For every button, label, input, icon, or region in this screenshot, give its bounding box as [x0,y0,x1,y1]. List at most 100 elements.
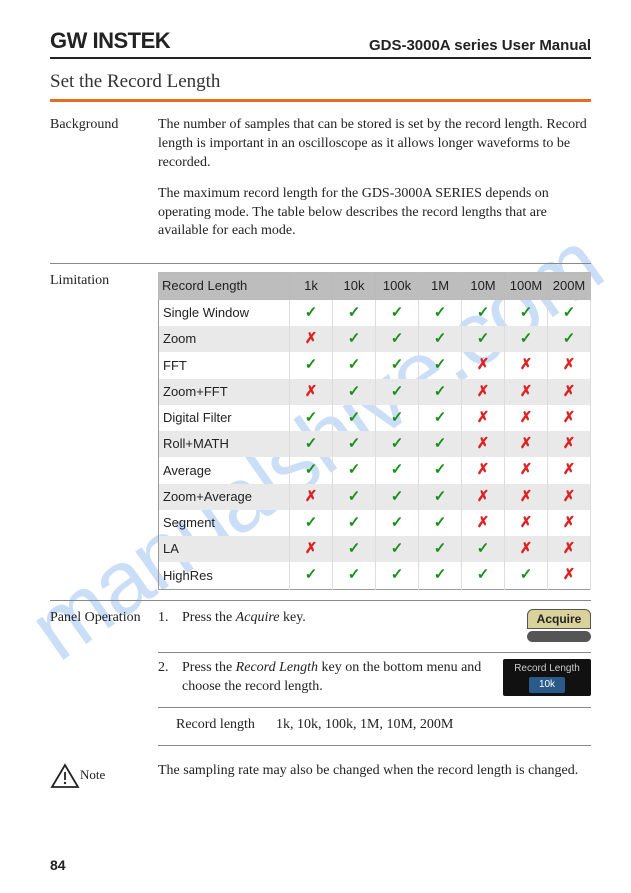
table-row: Roll+MATH✓✓✓✓✗✗✗ [159,431,591,457]
table-row: Average✓✓✓✓✗✗✗ [159,457,591,483]
table-header-col: 1k [290,273,333,300]
check-icon: ✓ [376,431,419,457]
check-icon: ✓ [376,510,419,536]
table-row: Segment✓✓✓✓✗✗✗ [159,510,591,536]
table-row: Zoom+FFT✗✓✓✓✗✗✗ [159,379,591,405]
step2-text: Press the Record Length key on the botto… [182,659,493,697]
check-icon: ✓ [376,326,419,352]
divider [158,745,591,746]
check-icon: ✓ [333,379,376,405]
check-icon: ✓ [419,431,462,457]
check-icon: ✓ [376,536,419,562]
check-icon: ✓ [419,457,462,483]
cross-icon: ✗ [290,326,333,352]
cross-icon: ✗ [548,562,591,589]
step-number: 2. [158,659,172,678]
check-icon: ✓ [290,457,333,483]
panel-label: Panel Operation [50,609,158,752]
cross-icon: ✗ [505,379,548,405]
check-icon: ✓ [462,562,505,589]
table-header-col: 10M [462,273,505,300]
check-icon: ✓ [505,299,548,326]
background-label: Background [50,116,158,253]
cross-icon: ✗ [290,536,333,562]
step1-text: Press the Acquire key. [182,609,517,628]
background-p2: The maximum record length for the GDS-30… [158,185,591,242]
table-header-col: 100M [505,273,548,300]
cross-icon: ✗ [548,352,591,378]
page-number: 84 [50,857,66,873]
check-icon: ✓ [419,379,462,405]
check-icon: ✓ [505,562,548,589]
check-icon: ✓ [333,562,376,589]
check-icon: ✓ [376,379,419,405]
cross-icon: ✗ [548,484,591,510]
check-icon: ✓ [548,326,591,352]
rl-widget-value: 10k [529,677,565,693]
record-length-values-line: Record length 1k, 10k, 100k, 1M, 10M, 20… [158,714,591,739]
cross-icon: ✗ [462,431,505,457]
check-icon: ✓ [376,562,419,589]
row-name: Single Window [159,299,290,326]
check-icon: ✓ [419,299,462,326]
cross-icon: ✗ [462,457,505,483]
divider [50,263,591,264]
check-icon: ✓ [333,510,376,536]
check-icon: ✓ [462,299,505,326]
table-header-col: 1M [419,273,462,300]
check-icon: ✓ [548,299,591,326]
check-icon: ✓ [290,431,333,457]
row-name: LA [159,536,290,562]
table-header-col: 10k [333,273,376,300]
table-row: Zoom✗✓✓✓✓✓✓ [159,326,591,352]
check-icon: ✓ [290,299,333,326]
table-header-col: 200M [548,273,591,300]
section-rule [50,99,591,102]
cross-icon: ✗ [548,536,591,562]
row-name: Segment [159,510,290,536]
cross-icon: ✗ [505,484,548,510]
note-text: The sampling rate may also be changed wh… [158,762,591,789]
check-icon: ✓ [333,405,376,431]
check-icon: ✓ [462,536,505,562]
cross-icon: ✗ [462,352,505,378]
record-length-key: Record length [176,716,276,735]
brand-logo: GW INSTEK [50,28,170,54]
check-icon: ✓ [333,326,376,352]
table-row: HighRes✓✓✓✓✓✓✗ [159,562,591,589]
check-icon: ✓ [376,299,419,326]
check-icon: ✓ [290,562,333,589]
background-p1: The number of samples that can be stored… [158,116,591,173]
check-icon: ✓ [419,536,462,562]
cross-icon: ✗ [548,510,591,536]
check-icon: ✓ [505,326,548,352]
cross-icon: ✗ [505,352,548,378]
cross-icon: ✗ [462,379,505,405]
check-icon: ✓ [419,352,462,378]
cross-icon: ✗ [505,457,548,483]
cross-icon: ✗ [462,484,505,510]
table-header-label: Record Length [159,273,290,300]
limitation-label: Limitation [50,272,158,589]
acquire-key-button [527,631,591,642]
cross-icon: ✗ [548,405,591,431]
check-icon: ✓ [419,562,462,589]
row-name: HighRes [159,562,290,589]
check-icon: ✓ [376,352,419,378]
cross-icon: ✗ [290,379,333,405]
check-icon: ✓ [419,484,462,510]
divider [158,707,591,708]
row-name: Digital Filter [159,405,290,431]
check-icon: ✓ [419,510,462,536]
note-label: Note [50,762,158,789]
cross-icon: ✗ [462,405,505,431]
check-icon: ✓ [419,326,462,352]
row-name: FFT [159,352,290,378]
check-icon: ✓ [333,457,376,483]
check-icon: ✓ [333,299,376,326]
check-icon: ✓ [376,457,419,483]
check-icon: ✓ [333,536,376,562]
warning-icon [50,763,80,789]
row-name: Zoom [159,326,290,352]
row-name: Zoom+FFT [159,379,290,405]
